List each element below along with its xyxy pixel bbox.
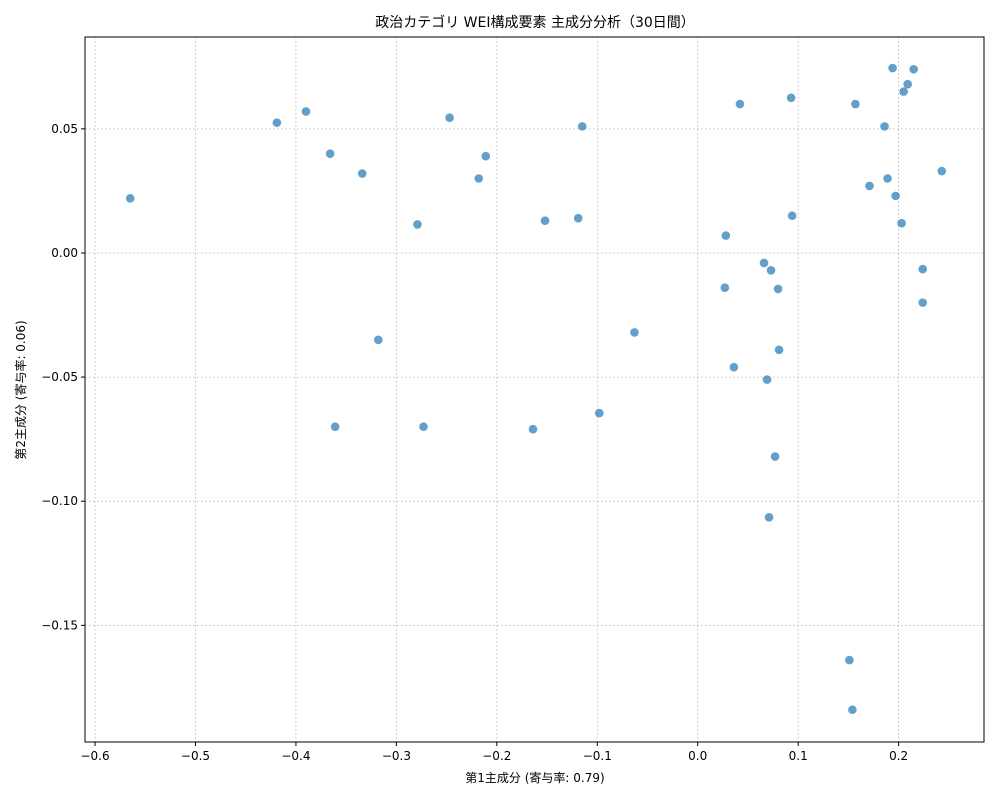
scatter-point <box>125 194 135 203</box>
scatter-point <box>413 220 422 229</box>
scatter-point <box>909 64 918 74</box>
x-tick-label: 0.1 <box>789 749 808 763</box>
scatter-point <box>720 283 730 293</box>
scatter-point <box>918 264 928 274</box>
scatter-point <box>301 107 311 116</box>
scatter-point <box>883 174 892 183</box>
scatter-point <box>897 218 906 228</box>
scatter-point <box>848 705 857 715</box>
y-tick-label: −0.15 <box>41 618 78 632</box>
scatter-point <box>729 362 739 372</box>
scatter-point <box>325 149 335 158</box>
scatter-point <box>330 422 340 432</box>
data-points <box>125 63 947 715</box>
y-tick-label: 0.00 <box>51 246 78 260</box>
scatter-point <box>764 513 774 522</box>
scatter-point <box>903 79 912 89</box>
chart-title: 政治カテゴリ WEI構成要素 主成分分析（30日間） <box>375 14 695 31</box>
scatter-point <box>474 174 484 183</box>
y-tick-label: −0.10 <box>41 494 78 508</box>
y-axis-ticks: 0.05 0.00 −0.05 −0.10 −0.15 <box>41 122 85 632</box>
x-tick-label: 0.2 <box>889 749 908 763</box>
scatter-point <box>851 99 860 109</box>
scatter-point <box>735 99 745 109</box>
x-tick-label: −0.1 <box>583 749 612 763</box>
scatter-point <box>773 284 783 294</box>
scatter-point <box>774 345 784 355</box>
y-axis-label: 第2主成分 (寄与率: 0.06) <box>13 320 28 459</box>
scatter-point <box>272 118 282 127</box>
scatter-point <box>357 169 367 178</box>
scatter-point <box>762 375 772 384</box>
x-axis-label: 第1主成分 (寄与率: 0.79) <box>465 770 604 785</box>
scatter-point <box>891 191 900 201</box>
scatter-point <box>481 151 491 161</box>
x-tick-label: −0.3 <box>382 749 411 763</box>
y-tick-label: −0.05 <box>41 370 78 384</box>
scatter-point <box>899 87 908 96</box>
scatter-point <box>577 122 587 131</box>
scatter-point <box>445 113 454 122</box>
x-tick-label: 0.0 <box>688 749 707 763</box>
x-axis-ticks: −0.6 −0.5 −0.4 −0.3 −0.2 −0.1 0.0 0.1 0.2 <box>80 742 908 763</box>
y-tick-label: 0.05 <box>51 122 78 136</box>
scatter-point <box>787 211 797 221</box>
scatter-point <box>770 452 780 461</box>
scatter-point <box>630 328 639 337</box>
scatter-point <box>888 63 897 73</box>
scatter-point <box>865 181 874 191</box>
plot-area-frame <box>84 36 985 743</box>
scatter-point <box>937 166 947 176</box>
scatter-point <box>573 213 583 223</box>
scatter-point <box>880 122 889 131</box>
x-tick-label: −0.4 <box>281 749 310 763</box>
scatter-point <box>528 424 538 434</box>
scatter-point <box>786 93 796 103</box>
scatter-point <box>419 422 428 432</box>
x-tick-label: −0.5 <box>181 749 210 763</box>
grid <box>85 37 984 742</box>
scatter-point <box>721 231 731 240</box>
x-tick-label: −0.6 <box>80 749 109 763</box>
scatter-point <box>918 298 928 307</box>
scatter-point <box>766 266 776 275</box>
scatter-point <box>594 408 604 418</box>
scatter-point <box>540 216 550 225</box>
scatter-point <box>845 655 854 665</box>
x-tick-label: −0.2 <box>482 749 511 763</box>
scatter-point <box>759 258 769 268</box>
scatter-point <box>374 335 383 345</box>
